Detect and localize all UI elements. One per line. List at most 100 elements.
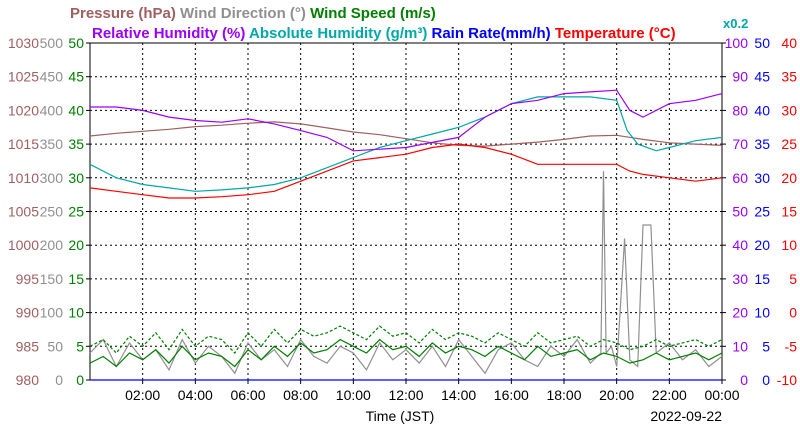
y-tick-label-wind_speed: 15 (68, 271, 84, 287)
y-tick-label-temp: 30 (781, 102, 797, 118)
series-absolute-humidity (89, 96, 723, 192)
x-axis-label: Time (JST) (366, 408, 435, 424)
header-row-1: Pressure (hPa) Wind Direction (°) Wind S… (70, 5, 436, 22)
rain-scale-note: x0.2 (723, 16, 748, 31)
y-tick-label-pressure: 1020 (8, 102, 39, 118)
y-tick-label-pressure: 985 (16, 338, 40, 354)
y-tick-label-wind_dir: 0 (55, 372, 63, 388)
y-tick-label-rel_hum: 90 (732, 69, 748, 85)
series-pressure (89, 121, 723, 147)
y-tick-label-temp: 25 (781, 136, 797, 152)
y-tick-label-wind_speed: 0 (76, 372, 84, 388)
y-tick-label-rel_hum: 20 (732, 305, 748, 321)
x-tick-label: 16:00 (494, 387, 529, 403)
y-tick-label-temp: 10 (781, 237, 797, 253)
y-tick-label-temp: -5 (785, 338, 798, 354)
series-temperature (89, 143, 723, 199)
y-tick-label-wind_speed: 10 (68, 305, 84, 321)
y-tick-label-wind_dir: 100 (40, 305, 64, 321)
y-tick-label-wind_dir: 300 (40, 170, 64, 186)
y-tick-label-wind_speed: 25 (68, 204, 84, 220)
x-tick-label: 18:00 (546, 387, 581, 403)
y-tick-label-rain: 20 (754, 237, 770, 253)
y-tick-label-temp: -10 (777, 372, 797, 388)
y-tick-label-wind_speed: 50 (68, 35, 84, 51)
y-tick-label-wind_speed: 30 (68, 170, 84, 186)
y-tick-label-rel_hum: 70 (732, 136, 748, 152)
y-tick-label-rain: 30 (754, 170, 770, 186)
y-tick-label-rain: 45 (754, 69, 770, 85)
y-tick-label-pressure: 1015 (8, 136, 39, 152)
y-tick-label-pressure: 990 (16, 305, 40, 321)
header-label: Absolute Humidity (g/m³) (245, 25, 427, 42)
y-tick-label-wind_dir: 50 (47, 338, 63, 354)
y-tick-label-wind_speed: 5 (76, 338, 84, 354)
y-tick-label-temp: 35 (781, 69, 797, 85)
y-tick-label-rain: 0 (762, 372, 770, 388)
x-axis-ticks: 02:00 04:00 06:00 08:00 10:00 12:00 14:00 16:00… (125, 380, 740, 403)
x-tick-label: 08:00 (283, 387, 318, 403)
y-tick-label-rel_hum: 40 (732, 237, 748, 253)
series-relative-humidity (90, 89, 723, 152)
x-tick-label: 02:00 (125, 387, 160, 403)
y-tick-label-wind_speed: 40 (68, 102, 84, 118)
y-tick-label-temp: 20 (781, 170, 797, 186)
x-tick-label: 06:00 (230, 387, 265, 403)
y-tick-label-rain: 40 (754, 102, 770, 118)
x-tick-label: 20:00 (599, 387, 634, 403)
y-tick-label-pressure: 995 (16, 271, 40, 287)
y-tick-label-rel_hum: 10 (732, 338, 748, 354)
date-label: 2022-09-22 (650, 408, 722, 424)
y-tick-label-wind_dir: 450 (40, 69, 64, 85)
header-label: Wind Speed (m/s) (306, 5, 436, 22)
y-tick-label-pressure: 1005 (8, 204, 39, 220)
y-tick-label-wind_dir: 350 (40, 136, 64, 152)
header-label: Rain Rate(mm/h) (427, 25, 550, 42)
y-tick-label-temp: 5 (789, 271, 797, 287)
y-tick-label-rel_hum: 80 (732, 102, 748, 118)
header-label: Wind Direction (°) (176, 5, 306, 22)
y-tick-label-temp: 15 (781, 204, 797, 220)
series-wind-speed-gust- (89, 325, 723, 354)
header-label: Temperature (°C) (551, 25, 676, 42)
y-tick-label-wind_dir: 500 (40, 35, 64, 51)
y-tick-label-wind_dir: 250 (40, 204, 64, 220)
y-tick-label-rain: 5 (762, 338, 770, 354)
x-tick-label: 04:00 (178, 387, 213, 403)
y-tick-label-rain: 35 (754, 136, 770, 152)
y-tick-label-pressure: 1010 (8, 170, 39, 186)
x-tick-label: 22:00 (652, 387, 687, 403)
y-tick-label-wind_dir: 150 (40, 271, 64, 287)
y-tick-label-rel_hum: 50 (732, 204, 748, 220)
y-tick-label-pressure: 1000 (8, 237, 39, 253)
right-axes: 0102030405060708090100051015202530354045… (722, 35, 797, 388)
header-row-2: Relative Humidity (%) Absolute Humidity … (92, 25, 676, 42)
y-tick-label-temp: 40 (781, 35, 797, 51)
y-tick-label-wind_speed: 45 (68, 69, 84, 85)
x-tick-label: 00:00 (704, 387, 739, 403)
y-tick-label-temp: 0 (789, 305, 797, 321)
y-tick-label-rel_hum: 100 (725, 35, 749, 51)
series-wind-speed (89, 338, 723, 368)
x-tick-label: 12:00 (388, 387, 423, 403)
y-tick-label-wind_speed: 20 (68, 237, 84, 253)
x-tick-label: 14:00 (441, 387, 476, 403)
y-tick-label-rel_hum: 30 (732, 271, 748, 287)
y-tick-label-pressure: 1030 (8, 35, 39, 51)
y-tick-label-rel_hum: 0 (740, 372, 748, 388)
y-tick-label-wind_dir: 400 (40, 102, 64, 118)
y-tick-label-rain: 50 (754, 35, 770, 51)
y-tick-label-pressure: 1025 (8, 69, 39, 85)
plot-area (89, 42, 723, 381)
series-wind-direction (89, 171, 723, 375)
y-tick-label-rel_hum: 60 (732, 170, 748, 186)
y-tick-label-rain: 10 (754, 305, 770, 321)
x-tick-label: 10:00 (336, 387, 371, 403)
header-label: Relative Humidity (%) (92, 25, 245, 42)
y-tick-label-wind_speed: 35 (68, 136, 84, 152)
y-tick-label-pressure: 980 (16, 372, 40, 388)
y-tick-label-rain: 25 (754, 204, 770, 220)
left-axes: 9809859909951000100510101015102010251030… (8, 35, 90, 388)
y-tick-label-wind_dir: 200 (40, 237, 64, 253)
